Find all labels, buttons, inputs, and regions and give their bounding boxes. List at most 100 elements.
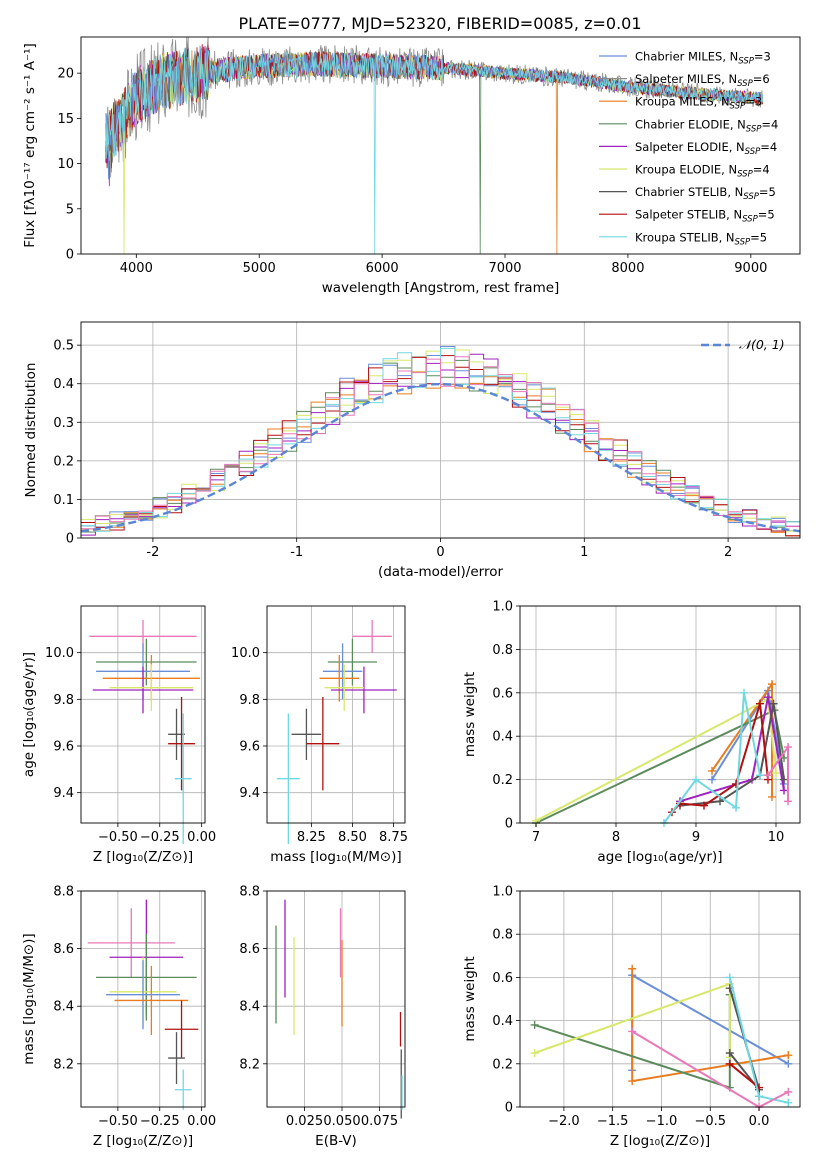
weight-marker — [628, 1027, 637, 1036]
y-tick-label: 20 — [57, 67, 74, 82]
legend-label-name: Salpeter ELODIE, N — [635, 140, 745, 154]
weight-series — [628, 964, 793, 1086]
weight-marker — [530, 1049, 539, 1057]
legend-label-sub: SSP — [730, 102, 746, 112]
plot-area — [532, 680, 792, 827]
y-tick-label: 0.2 — [53, 454, 74, 469]
weight-marker — [732, 779, 740, 788]
x-tick-label: -1 — [290, 545, 303, 560]
weight-marker — [628, 964, 637, 973]
legend-label-name: Kroupa MILES, N — [635, 95, 730, 109]
y-tick-label: 0.4 — [492, 730, 513, 745]
legend-label-sub: SSP — [742, 215, 758, 225]
legend-label-name: Chabrier STELIB, N — [635, 185, 743, 199]
x-axis-label: wavelength [Angstrom, rest frame] — [322, 280, 560, 296]
legend-label: Chabrier ELODIE, NSSP=4 — [635, 117, 778, 134]
x-tick-label: 0.0 — [749, 1114, 770, 1129]
errorbar-point — [109, 664, 194, 711]
weight-marker — [716, 797, 724, 806]
ticks: 8.25 8.50 8.75 9.4 9.6 9.8 10.0 — [231, 646, 408, 845]
ticks: −2.0 −1.5 −1.0 −0.5 0.0 0 0.2 0.4 0.6 0.8 1.0 — [492, 885, 769, 1130]
y-tick-label: 8.6 — [239, 942, 260, 957]
y-tick-label: 10 — [57, 157, 74, 172]
weight-marker — [755, 1092, 764, 1101]
x-tick-label: 0.075 — [361, 1114, 398, 1129]
x-tick-label: −0.50 — [98, 830, 138, 845]
gaussian-reference-line — [80, 382, 801, 533]
x-axis-label: E(B-V) — [315, 1133, 357, 1149]
weight-marker — [784, 1098, 793, 1107]
ticks: −0.50 −0.25 0.00 9.4 9.6 9.8 10.0 — [45, 646, 216, 845]
y-tick-label: 9.4 — [239, 786, 260, 801]
legend-label: Chabrier STELIB, NSSP=5 — [635, 185, 776, 202]
x-tick-label: 1 — [580, 545, 588, 560]
errorbar-point — [168, 1032, 185, 1084]
y-tick-label: 0.4 — [492, 1014, 513, 1029]
y-tick-label: 0.2 — [492, 1057, 513, 1072]
weight-marker — [725, 973, 734, 982]
legend-label-count: =4 — [760, 140, 777, 154]
x-tick-label: 7 — [532, 830, 540, 845]
x-axis-label: (data-model)/error — [378, 564, 504, 580]
x-tick-label: 6000 — [366, 261, 399, 276]
weight-marker — [692, 775, 700, 784]
x-tick-label: 9 — [692, 830, 700, 845]
errorbar-point — [174, 713, 192, 844]
legend-label: Kroupa ELODIE, NSSP=4 — [635, 163, 770, 180]
y-tick-label: 0 — [505, 1101, 513, 1116]
ebv-mass-panel: 0.025 0.050 0.075 8.2 8.4 8.6 8.8 E(B-V) — [239, 885, 406, 1149]
x-axis-label: age [log₁₀(age/yr)] — [597, 849, 722, 865]
legend-label: Salpeter STELIB, NSSP=5 — [635, 208, 775, 225]
x-tick-label: −2.0 — [548, 1114, 580, 1129]
legend-label-sub: SSP — [745, 147, 761, 157]
legend-label-count: =5 — [758, 208, 775, 222]
weight-marker — [708, 766, 716, 775]
errorbar-point — [352, 620, 392, 653]
errorbar-point — [327, 638, 378, 686]
legend-label-name: Chabrier MILES, N — [635, 50, 738, 64]
y-tick-label: 0 — [505, 817, 513, 832]
legend-label: Salpeter ELODIE, NSSP=4 — [635, 140, 777, 157]
x-tick-label: 8.50 — [338, 830, 367, 845]
errorbar-point — [114, 965, 189, 1035]
legend-label-sub: SSP — [738, 57, 754, 67]
weight-series — [708, 680, 776, 801]
legend-label-name: Salpeter MILES, N — [635, 72, 737, 86]
x-axis-label: Z [log₁₀(Z/Z⊙)] — [93, 849, 193, 865]
axes-frame — [266, 605, 406, 824]
y-tick-label: 0.2 — [492, 773, 513, 788]
weight-marker — [772, 769, 780, 778]
plot-area — [275, 899, 403, 1119]
y-tick-label: 5 — [66, 202, 74, 217]
x-tick-label: 9000 — [734, 261, 767, 276]
legend-label-count: =4 — [761, 117, 778, 131]
x-tick-label: −0.50 — [98, 1114, 138, 1129]
y-tick-label: 1.0 — [492, 600, 513, 615]
y-tick-label: 0.6 — [492, 971, 513, 986]
legend-label-count: =5 — [750, 230, 767, 244]
x-axis-label: mass [log₁₀(M/M⊙)] — [270, 849, 401, 865]
errorbar-point — [291, 708, 322, 760]
y-tick-label: 15 — [57, 112, 74, 127]
axes-frame — [80, 36, 801, 255]
x-tick-label: 8.75 — [379, 830, 408, 845]
y-tick-label: 10.0 — [45, 646, 74, 661]
plot-area — [276, 620, 397, 844]
legend-label-sub: SSP — [737, 79, 753, 89]
grid — [520, 890, 800, 1108]
legend-label: Salpeter MILES, NSSP=6 — [635, 72, 770, 89]
legend-label-sub: SSP — [746, 124, 762, 134]
y-axis-label: mass [log₁₀(M/M⊙)] — [21, 933, 37, 1064]
weight-marker — [756, 771, 764, 780]
x-tick-label: 4000 — [120, 261, 153, 276]
x-tick-label: −0.5 — [694, 1114, 726, 1129]
x-tick-label: −1.0 — [646, 1114, 678, 1129]
weight-marker — [784, 797, 792, 806]
y-tick-label: 0.4 — [53, 377, 74, 392]
weight-marker — [784, 1051, 793, 1060]
plot-area — [87, 899, 199, 1110]
x-axis-label: Z [log₁₀(Z/Z⊙)] — [610, 1133, 710, 1149]
legend-label-name: Salpeter STELIB, N — [635, 208, 742, 222]
legend-label-name: Kroupa ELODIE, N — [635, 163, 737, 177]
errorbar-point — [96, 934, 197, 1021]
